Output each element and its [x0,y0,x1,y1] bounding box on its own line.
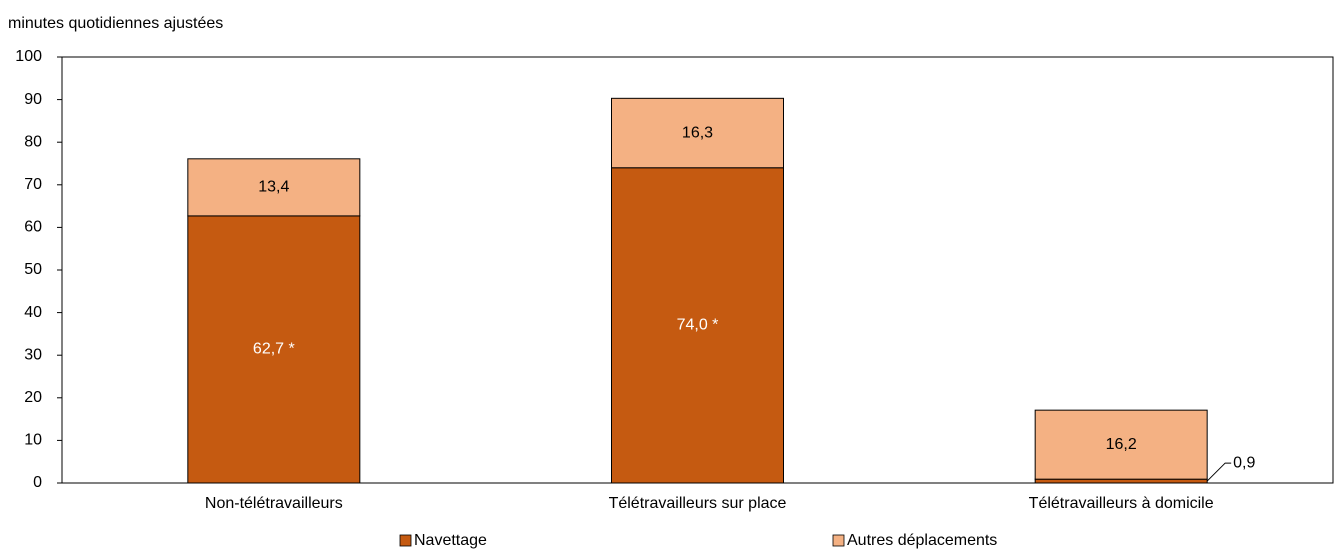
bar-segment [187,158,361,217]
x-tick-label: Télétravailleurs à domicile [1029,495,1214,512]
value-label: 16,3 [682,124,713,141]
y-tick-label: 70 [24,176,42,193]
bar-segment [1034,409,1208,480]
value-label: 16,2 [1106,436,1137,453]
leader-line [1206,462,1232,482]
y-tick-label: 90 [24,91,42,108]
y-axis-label: minutes quotidiennes ajustées [8,15,223,32]
bar-segment [187,215,361,484]
y-tick-label: 60 [24,219,42,236]
bar-segment [1034,478,1208,484]
y-tick-label: 50 [24,261,42,278]
legend-swatch [399,534,412,547]
x-tick-label: Non-télétravailleurs [205,495,343,512]
y-tick-label: 100 [15,48,42,65]
y-tick-label: 30 [24,346,42,363]
bar-segment [611,97,784,169]
value-label: 13,4 [258,179,289,196]
y-tick-label: 0 [33,474,42,491]
y-tick-label: 40 [24,304,42,321]
bar-segment [611,167,784,484]
value-label: 62,7 * [253,341,295,358]
y-tick-label: 80 [24,133,42,150]
value-label: 74,0 * [677,317,719,334]
legend-label: Navettage [414,532,487,549]
x-tick-label: Télétravailleurs sur place [609,495,787,512]
legend-swatch [832,534,845,547]
legend-label: Autres déplacements [847,532,997,549]
y-tick-label: 10 [24,432,42,449]
value-label: 0,9 [1233,454,1255,471]
y-tick-label: 20 [24,389,42,406]
plot-border [61,56,1334,484]
